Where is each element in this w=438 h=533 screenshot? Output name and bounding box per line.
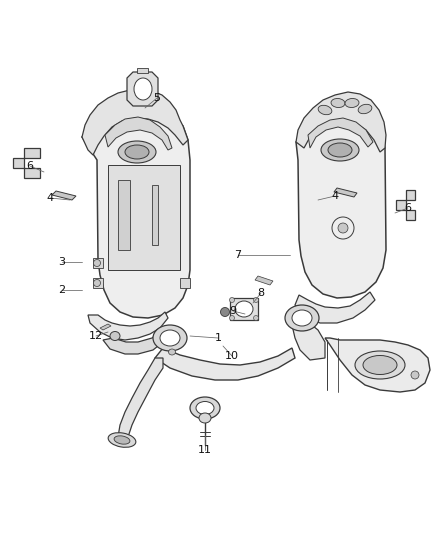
Ellipse shape [220,308,230,317]
Ellipse shape [411,371,419,379]
Text: 3: 3 [59,257,66,267]
Ellipse shape [125,145,149,159]
Polygon shape [308,118,373,148]
Text: 11: 11 [198,445,212,455]
Ellipse shape [114,436,130,444]
Polygon shape [105,117,172,150]
Polygon shape [137,68,148,73]
Polygon shape [396,190,415,220]
Polygon shape [180,278,190,288]
Ellipse shape [196,401,214,415]
Polygon shape [88,312,168,340]
Ellipse shape [254,297,258,303]
Polygon shape [296,92,386,152]
Ellipse shape [160,330,180,346]
Polygon shape [155,348,295,380]
Polygon shape [118,358,163,437]
Polygon shape [82,110,190,318]
Ellipse shape [345,99,359,108]
Ellipse shape [153,325,187,351]
Ellipse shape [321,139,359,161]
Ellipse shape [199,413,211,423]
Ellipse shape [230,297,234,303]
Ellipse shape [134,78,152,100]
Polygon shape [296,109,386,298]
Ellipse shape [230,316,234,320]
Polygon shape [255,276,273,285]
Polygon shape [13,148,40,178]
Polygon shape [118,180,130,250]
Ellipse shape [118,141,156,163]
Polygon shape [93,258,103,268]
Polygon shape [82,89,188,155]
Polygon shape [52,191,76,200]
Text: 1: 1 [215,333,222,343]
Ellipse shape [190,397,220,419]
Text: 6: 6 [27,161,33,171]
Polygon shape [127,72,158,106]
Polygon shape [100,324,111,330]
Ellipse shape [363,356,397,375]
Ellipse shape [110,332,120,341]
Polygon shape [93,278,103,288]
Text: 4: 4 [46,193,53,203]
Polygon shape [152,185,158,245]
Text: 10: 10 [225,351,239,361]
Ellipse shape [358,104,372,114]
Polygon shape [295,292,375,323]
Text: 2: 2 [58,285,66,295]
Polygon shape [108,165,180,270]
Polygon shape [325,338,430,392]
Text: 12: 12 [89,331,103,341]
Text: 6: 6 [405,203,411,213]
Text: 7: 7 [234,250,242,260]
Ellipse shape [338,223,348,233]
Ellipse shape [254,316,258,320]
Text: 9: 9 [230,306,237,316]
Ellipse shape [331,99,345,108]
Ellipse shape [169,349,176,355]
Ellipse shape [355,351,405,379]
Text: 5: 5 [153,93,160,103]
Ellipse shape [328,143,352,157]
Polygon shape [334,188,357,197]
Ellipse shape [93,260,100,266]
Polygon shape [103,332,163,354]
Text: 8: 8 [258,288,265,298]
Ellipse shape [235,301,253,317]
Ellipse shape [292,310,312,326]
Ellipse shape [285,305,319,331]
Ellipse shape [108,433,136,447]
Polygon shape [230,298,258,320]
Ellipse shape [318,106,332,115]
Polygon shape [292,318,325,360]
Text: 4: 4 [332,191,339,201]
Ellipse shape [93,279,100,287]
